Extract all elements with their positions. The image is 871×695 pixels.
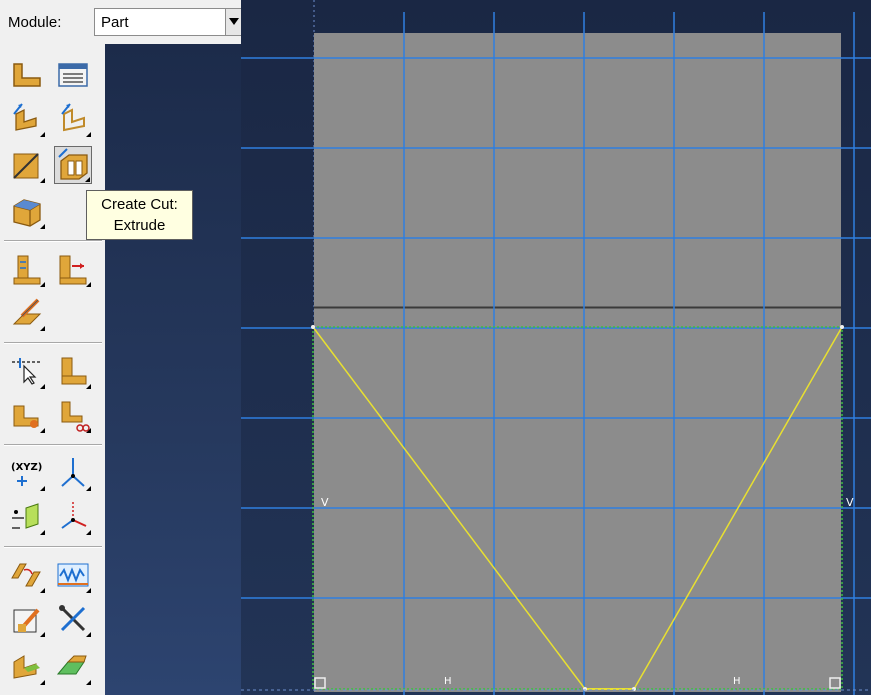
constraint-label-vertical-right: V	[846, 496, 854, 509]
create-solid-revolve-icon[interactable]	[8, 648, 46, 686]
create-round-fillet-icon[interactable]	[8, 250, 46, 288]
create-datum-csys-icon[interactable]	[54, 498, 92, 536]
create-cut-extrude-icon[interactable]	[54, 146, 92, 184]
create-datum-point-icon[interactable]: (XYZ)	[8, 454, 46, 492]
toolbox-separator	[4, 342, 102, 344]
sketch-canvas[interactable]: V V H H	[241, 0, 871, 695]
module-row: Module: Part	[0, 0, 245, 44]
module-dropdown-value: Part	[101, 14, 129, 31]
part-body-upper	[314, 33, 841, 308]
tools-icon[interactable]	[54, 600, 92, 638]
profile-rectangle	[312, 326, 843, 690]
part-body-lower	[314, 308, 841, 692]
create-datum-plane-icon[interactable]	[8, 498, 46, 536]
module-dropdown[interactable]: Part	[94, 8, 242, 36]
corner-constraint-marker	[829, 677, 841, 689]
toolbox-panel: (XYZ)	[0, 0, 106, 695]
create-solid-block-icon[interactable]	[8, 192, 46, 230]
create-shell-extrude-icon[interactable]	[54, 100, 92, 138]
module-label: Module:	[8, 14, 62, 31]
sketch-grid	[241, 12, 871, 695]
corner-constraint-marker	[314, 677, 326, 689]
viewport-background	[105, 44, 245, 695]
svg-text:(XYZ): (XYZ)	[11, 462, 42, 473]
constraint-label-horizontal-left: H	[444, 676, 452, 687]
sketch-line-left[interactable]	[312, 326, 586, 690]
toolbox-separator	[4, 546, 102, 548]
constraint-label-vertical-left: V	[321, 496, 329, 509]
create-datum-icon[interactable]	[8, 294, 46, 332]
partition-edge-icon[interactable]	[8, 352, 46, 390]
partition-split-icon[interactable]	[54, 396, 92, 434]
sketch-viewport[interactable]: V V H H	[241, 0, 871, 695]
tooltip-line-1: Create Cut:	[101, 196, 178, 213]
toolbox-separator	[4, 444, 102, 446]
create-part-icon[interactable]	[8, 56, 46, 94]
mirror-icon[interactable]	[8, 556, 46, 594]
constraint-label-horizontal-right: H	[733, 676, 741, 687]
create-solid-extrude-icon[interactable]	[8, 100, 46, 138]
spring-dashpot-icon[interactable]	[54, 556, 92, 594]
chevron-down-icon[interactable]	[225, 9, 241, 35]
create-solid-sweep-icon[interactable]	[54, 648, 92, 686]
partition-cell-icon[interactable]	[8, 396, 46, 434]
sketch-line-right[interactable]	[633, 326, 843, 690]
edit-part-icon[interactable]	[8, 600, 46, 638]
tooltip: Create Cut: Extrude	[86, 190, 193, 240]
tooltip-line-2: Extrude	[113, 217, 166, 234]
partition-face-icon[interactable]	[54, 352, 92, 390]
create-datum-axis-icon[interactable]	[54, 454, 92, 492]
sketch-vertex[interactable]	[840, 325, 844, 329]
create-wire-icon[interactable]	[8, 146, 46, 184]
part-manager-icon[interactable]	[54, 56, 92, 94]
toolbox-separator	[4, 240, 102, 242]
create-chamfer-icon[interactable]	[54, 250, 92, 288]
sketch-vertex[interactable]	[311, 325, 315, 329]
